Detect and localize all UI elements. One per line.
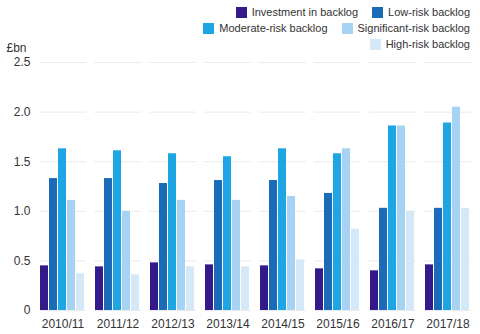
svg-text:2016/17: 2016/17 [371,317,415,331]
svg-text:1.0: 1.0 [14,204,31,218]
svg-text:2011/12: 2011/12 [97,317,140,331]
svg-text:£bn: £bn [7,41,27,55]
html-text:Investment in backlog: Investment in backlog [251,6,359,18]
svg-text:2.5: 2.5 [14,55,31,69]
html-text:Moderate-risk backlog: Moderate-risk backlog [219,22,328,34]
svg-text:2012/13: 2012/13 [151,317,195,331]
svg-text:0.5: 0.5 [14,254,31,268]
svg-text:2013/14: 2013/14 [206,317,250,331]
html-text:Low-risk backlog: Low-risk backlog [388,6,470,18]
svg-text:2015/16: 2015/16 [316,317,360,331]
svg-text:2014/15: 2014/15 [261,317,305,331]
svg-text:2017/18: 2017/18 [426,317,470,331]
html-text:High-risk backlog: High-risk backlog [385,38,470,50]
html-text:Significant-risk backlog: Significant-risk backlog [357,22,470,34]
svg-text:0: 0 [24,303,31,317]
svg-text:2010/11: 2010/11 [42,317,85,331]
svg-text:2.0: 2.0 [14,105,31,119]
svg-text:1.5: 1.5 [14,155,31,169]
